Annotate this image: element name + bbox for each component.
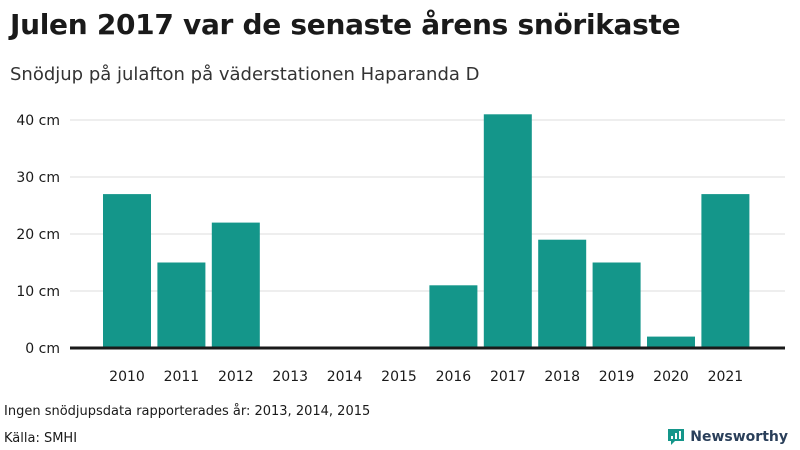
newsworthy-logo-icon [668,429,685,445]
x-tick-label: 2011 [164,369,200,385]
x-tick-label: 2020 [653,369,689,385]
bar [483,114,532,348]
brand-name: Newsworthy [690,429,788,445]
y-tick-label: 30 cm [16,170,60,186]
chart-subtitle: Snödjup på julafton på väderstationen Ha… [10,64,480,85]
bar [429,285,478,348]
y-axis-tick-labels: 0 cm 10 cm 20 cm 30 cm 40 cm [16,113,60,357]
bar [157,262,206,348]
bar [538,239,587,348]
bar [647,336,695,348]
source-credit: Källa: SMHI [4,431,78,446]
y-tick-label: 20 cm [16,227,60,243]
bar [592,262,641,348]
bars [103,114,750,348]
brand-logo: Newsworthy [667,428,788,446]
y-tick-label: 10 cm [16,284,60,300]
x-tick-label: 2010 [109,369,145,385]
x-tick-label: 2016 [436,369,472,385]
x-tick-label: 2013 [272,369,308,385]
x-tick-label: 2015 [381,369,417,385]
x-tick-label: 2012 [218,369,254,385]
x-tick-label: 2014 [327,369,363,385]
bar [211,222,260,348]
y-tick-label: 40 cm [16,113,60,129]
bar [103,194,151,348]
x-tick-label: 2018 [544,369,580,385]
bar [701,194,750,348]
x-tick-label: 2019 [599,369,635,385]
x-tick-label: 2021 [708,369,744,385]
chart-title: Julen 2017 var de senaste årens snörikas… [10,8,681,41]
missing-data-note: Ingen snödjupsdata rapporterades år: 201… [4,404,371,419]
x-axis-tick-labels: 2010 2011 2012 2013 2014 2015 2016 2017 2018 2019… [109,369,743,385]
y-tick-label: 0 cm [25,341,60,357]
x-tick-label: 2017 [490,369,526,385]
gridlines [70,119,785,292]
